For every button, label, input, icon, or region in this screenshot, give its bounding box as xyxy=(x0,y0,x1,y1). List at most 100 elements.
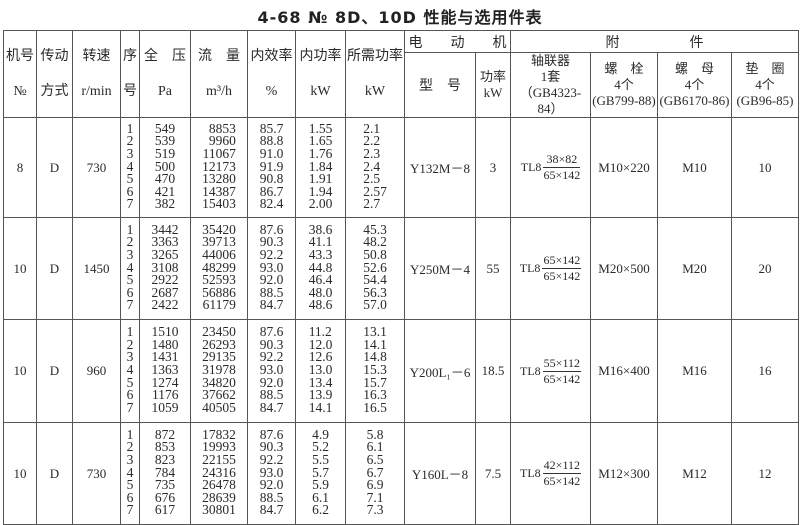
value: 14.8 xyxy=(363,349,387,365)
value: 28639 xyxy=(202,489,236,505)
value: 12.0 xyxy=(308,336,333,352)
header-drive: 传动 方式 xyxy=(36,30,73,118)
value: 6 xyxy=(126,183,134,199)
drive: D xyxy=(36,422,73,525)
value: 823 xyxy=(154,451,176,467)
value: 617 xyxy=(154,502,176,518)
pressure-values: 549 539 519 500 470 421 382 xyxy=(154,122,176,212)
header-nut: 螺 母 4个 (GB6170-86) xyxy=(657,52,732,118)
coupling: TL8 65×142 65×142 xyxy=(510,217,591,320)
washer: 16 xyxy=(731,319,799,423)
value: 5.9 xyxy=(312,477,329,493)
value: 1510 xyxy=(151,324,179,340)
value: 1059 xyxy=(151,399,179,415)
required-power-values: 2.1 2.2 2.3 2.4 2.5 2.57 2.7 xyxy=(363,122,387,211)
speed: 730 xyxy=(72,117,121,218)
value: 15403 xyxy=(202,196,236,212)
value: 39713 xyxy=(202,234,236,250)
value: 86.7 xyxy=(259,183,284,199)
motor-power: 18.5 xyxy=(475,319,511,423)
value: 46.4 xyxy=(308,272,333,288)
value: 6 xyxy=(126,387,134,403)
value: 48.6 xyxy=(308,297,333,313)
value: 1 xyxy=(126,221,134,237)
value: 14.1 xyxy=(308,399,333,415)
value: 92.2 xyxy=(259,451,284,467)
value: 6.7 xyxy=(366,464,384,480)
value: 5 xyxy=(126,477,134,493)
nut: M20 xyxy=(657,217,732,320)
value: 91.9 xyxy=(259,158,284,174)
pressure-values: 872 853 823 784 735 676 617 xyxy=(154,428,176,518)
value: 15.7 xyxy=(363,374,387,390)
efficiency-values: 85.7 88.8 91.0 91.9 90.8 86.7 82.4 xyxy=(259,122,284,211)
motor-model: Y250M－4 xyxy=(404,217,476,320)
value: 93.0 xyxy=(259,362,284,377)
speed: 960 xyxy=(72,319,121,423)
value: 1.65 xyxy=(308,133,333,149)
value: 2.57 xyxy=(363,183,387,199)
value: 4 xyxy=(126,362,134,377)
header-motor: 电 动 机 xyxy=(404,30,511,53)
speed: 1450 xyxy=(72,217,121,320)
value: 7 xyxy=(126,502,134,518)
value: 2.00 xyxy=(308,196,333,212)
value: 87.6 xyxy=(259,221,284,237)
motor-model: Y160L－8 xyxy=(404,422,476,525)
value: 14.1 xyxy=(363,336,387,352)
machine-no: 10 xyxy=(3,422,37,525)
value: 421 xyxy=(154,183,176,199)
page-title: 4-68 № 8D、10D 性能与选用件表 xyxy=(257,8,543,27)
header-motor-model: 型 号 xyxy=(404,52,476,118)
coupling-prefix: TL8 xyxy=(520,363,541,378)
flow-values: 17832 19993 22155 24316 26478 28639 30801 xyxy=(202,426,236,518)
washer: 10 xyxy=(731,117,799,218)
value: 2.2 xyxy=(363,133,381,149)
value: 52593 xyxy=(202,272,236,288)
value: 88.5 xyxy=(259,387,284,403)
value: 84.7 xyxy=(259,399,284,415)
value: 1.55 xyxy=(308,120,333,136)
value: 4.9 xyxy=(312,426,329,442)
value: 853 xyxy=(154,439,176,455)
header-speed: 转速 r/min xyxy=(72,30,121,118)
value: 13280 xyxy=(202,171,236,187)
internal-power-values: 11.2 12.0 12.6 13.0 13.4 13.9 14.1 xyxy=(308,325,333,415)
value: 56886 xyxy=(202,284,236,300)
value: 14387 xyxy=(202,183,236,199)
drive: D xyxy=(36,217,73,320)
value: 7.1 xyxy=(366,489,384,505)
value: 17832 xyxy=(202,426,236,442)
value: 30801 xyxy=(202,502,236,518)
value: 38.6 xyxy=(308,221,333,237)
value: 382 xyxy=(154,196,176,212)
value: 29135 xyxy=(202,349,236,365)
header-machine-no: 机号 № xyxy=(3,30,37,118)
value: 3 xyxy=(126,451,134,467)
value: 2 xyxy=(126,336,134,352)
required-power-values: 45.3 48.2 50.8 52.6 54.4 56.3 57.0 xyxy=(363,223,387,313)
drive: D xyxy=(36,117,73,218)
value: 5.5 xyxy=(312,451,329,467)
value: 88.5 xyxy=(259,489,284,505)
value: 1.76 xyxy=(308,145,333,161)
value: 7 xyxy=(126,399,134,415)
value: 35420 xyxy=(202,221,236,237)
required-power-values: 5.8 6.1 6.5 6.7 6.9 7.1 7.3 xyxy=(366,428,384,518)
value: 4 xyxy=(126,158,134,174)
pressure-values: 3442 3363 3265 3108 2922 2687 2422 xyxy=(152,223,179,312)
value: 1.91 xyxy=(308,171,333,187)
value: 93.0 xyxy=(259,464,284,480)
machine-no: 8 xyxy=(3,117,37,218)
value: 13.1 xyxy=(363,324,387,340)
value: 6.1 xyxy=(312,489,329,505)
value: 57.0 xyxy=(363,297,387,313)
value: 7.3 xyxy=(366,502,384,518)
required-power-values: 13.1 14.1 14.8 15.3 15.7 16.3 16.5 xyxy=(363,324,387,414)
value: 676 xyxy=(154,489,176,505)
coupling-numerator: 65×142 xyxy=(542,253,582,269)
value: 5.2 xyxy=(312,439,329,455)
value: 2.4 xyxy=(363,158,381,174)
value: 470 xyxy=(154,171,176,187)
